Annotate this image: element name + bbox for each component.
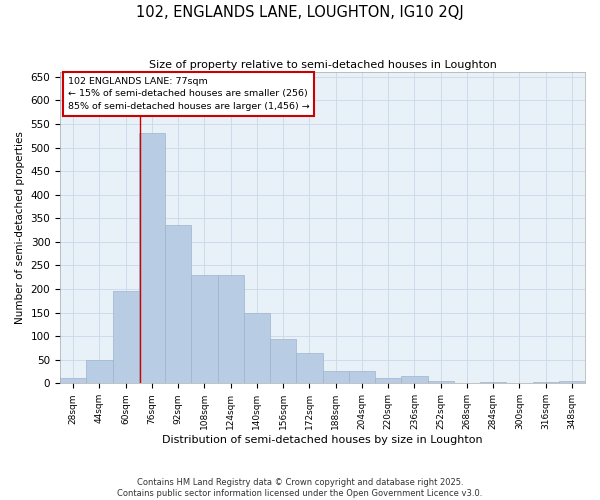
Bar (86, 360, 113, 384)
Bar (191, 275, 218, 384)
Bar (113, 292, 139, 384)
Bar (139, 134, 165, 384)
Text: 102, ENGLANDS LANE, LOUGHTON, IG10 2QJ: 102, ENGLANDS LANE, LOUGHTON, IG10 2QJ (136, 5, 464, 20)
X-axis label: Distribution of semi-detached houses by size in Loughton: Distribution of semi-detached houses by … (162, 435, 483, 445)
Bar (533, 382, 559, 384)
Bar (296, 352, 323, 384)
Title: Size of property relative to semi-detached houses in Loughton: Size of property relative to semi-detach… (149, 60, 496, 70)
Bar (165, 226, 191, 384)
Text: Contains HM Land Registry data © Crown copyright and database right 2025.
Contai: Contains HM Land Registry data © Crown c… (118, 478, 482, 498)
Bar (349, 370, 375, 384)
Bar (559, 381, 585, 384)
Bar (401, 376, 428, 384)
Bar (270, 338, 296, 384)
Y-axis label: Number of semi-detached properties: Number of semi-detached properties (15, 132, 25, 324)
Bar (218, 275, 244, 384)
Bar (60, 378, 86, 384)
Bar (323, 370, 349, 384)
Text: 102 ENGLANDS LANE: 77sqm
← 15% of semi-detached houses are smaller (256)
85% of : 102 ENGLANDS LANE: 77sqm ← 15% of semi-d… (68, 77, 310, 111)
Bar (375, 378, 401, 384)
Bar (244, 312, 270, 384)
Bar (428, 380, 454, 384)
Bar (480, 382, 506, 384)
